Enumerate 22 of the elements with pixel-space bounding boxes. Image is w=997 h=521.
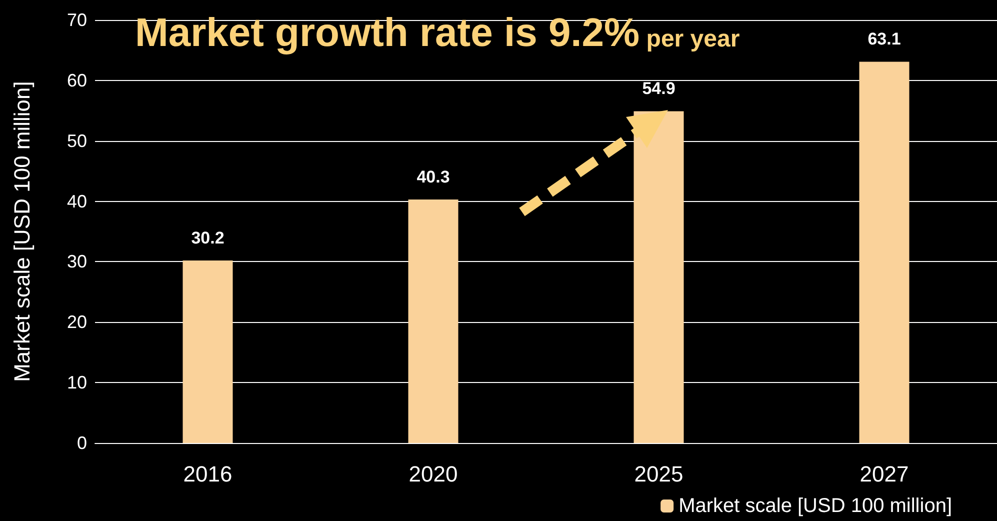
y-tick-label: 0 [76,433,87,453]
x-tick-label: 2025 [634,462,684,486]
bar [408,199,458,443]
x-tick-label: 2027 [860,462,909,486]
x-tick-label: 2016 [183,462,232,486]
y-tick-label: 30 [66,252,87,272]
data-label: 40.3 [416,167,450,186]
y-tick-label: 20 [66,312,87,332]
y-tick-label: 60 [66,70,87,90]
x-tick-label: 2020 [408,462,458,486]
bar [182,260,233,443]
data-label: 30.2 [191,228,224,248]
legend-label: Market scale [USD 100 million] [678,495,952,517]
y-tick-label: 70 [66,10,87,30]
data-label: 54.9 [642,79,676,98]
chart-title: Market growth rate is 9.2% per year [135,11,740,55]
data-label: 63.1 [868,30,901,49]
y-tick-label: 10 [66,372,87,393]
y-axis-title: Market scale [USD 100 million] [10,81,34,382]
y-tick-label: 40 [66,191,87,212]
bar [859,62,910,443]
y-tick-label: 50 [66,130,87,151]
